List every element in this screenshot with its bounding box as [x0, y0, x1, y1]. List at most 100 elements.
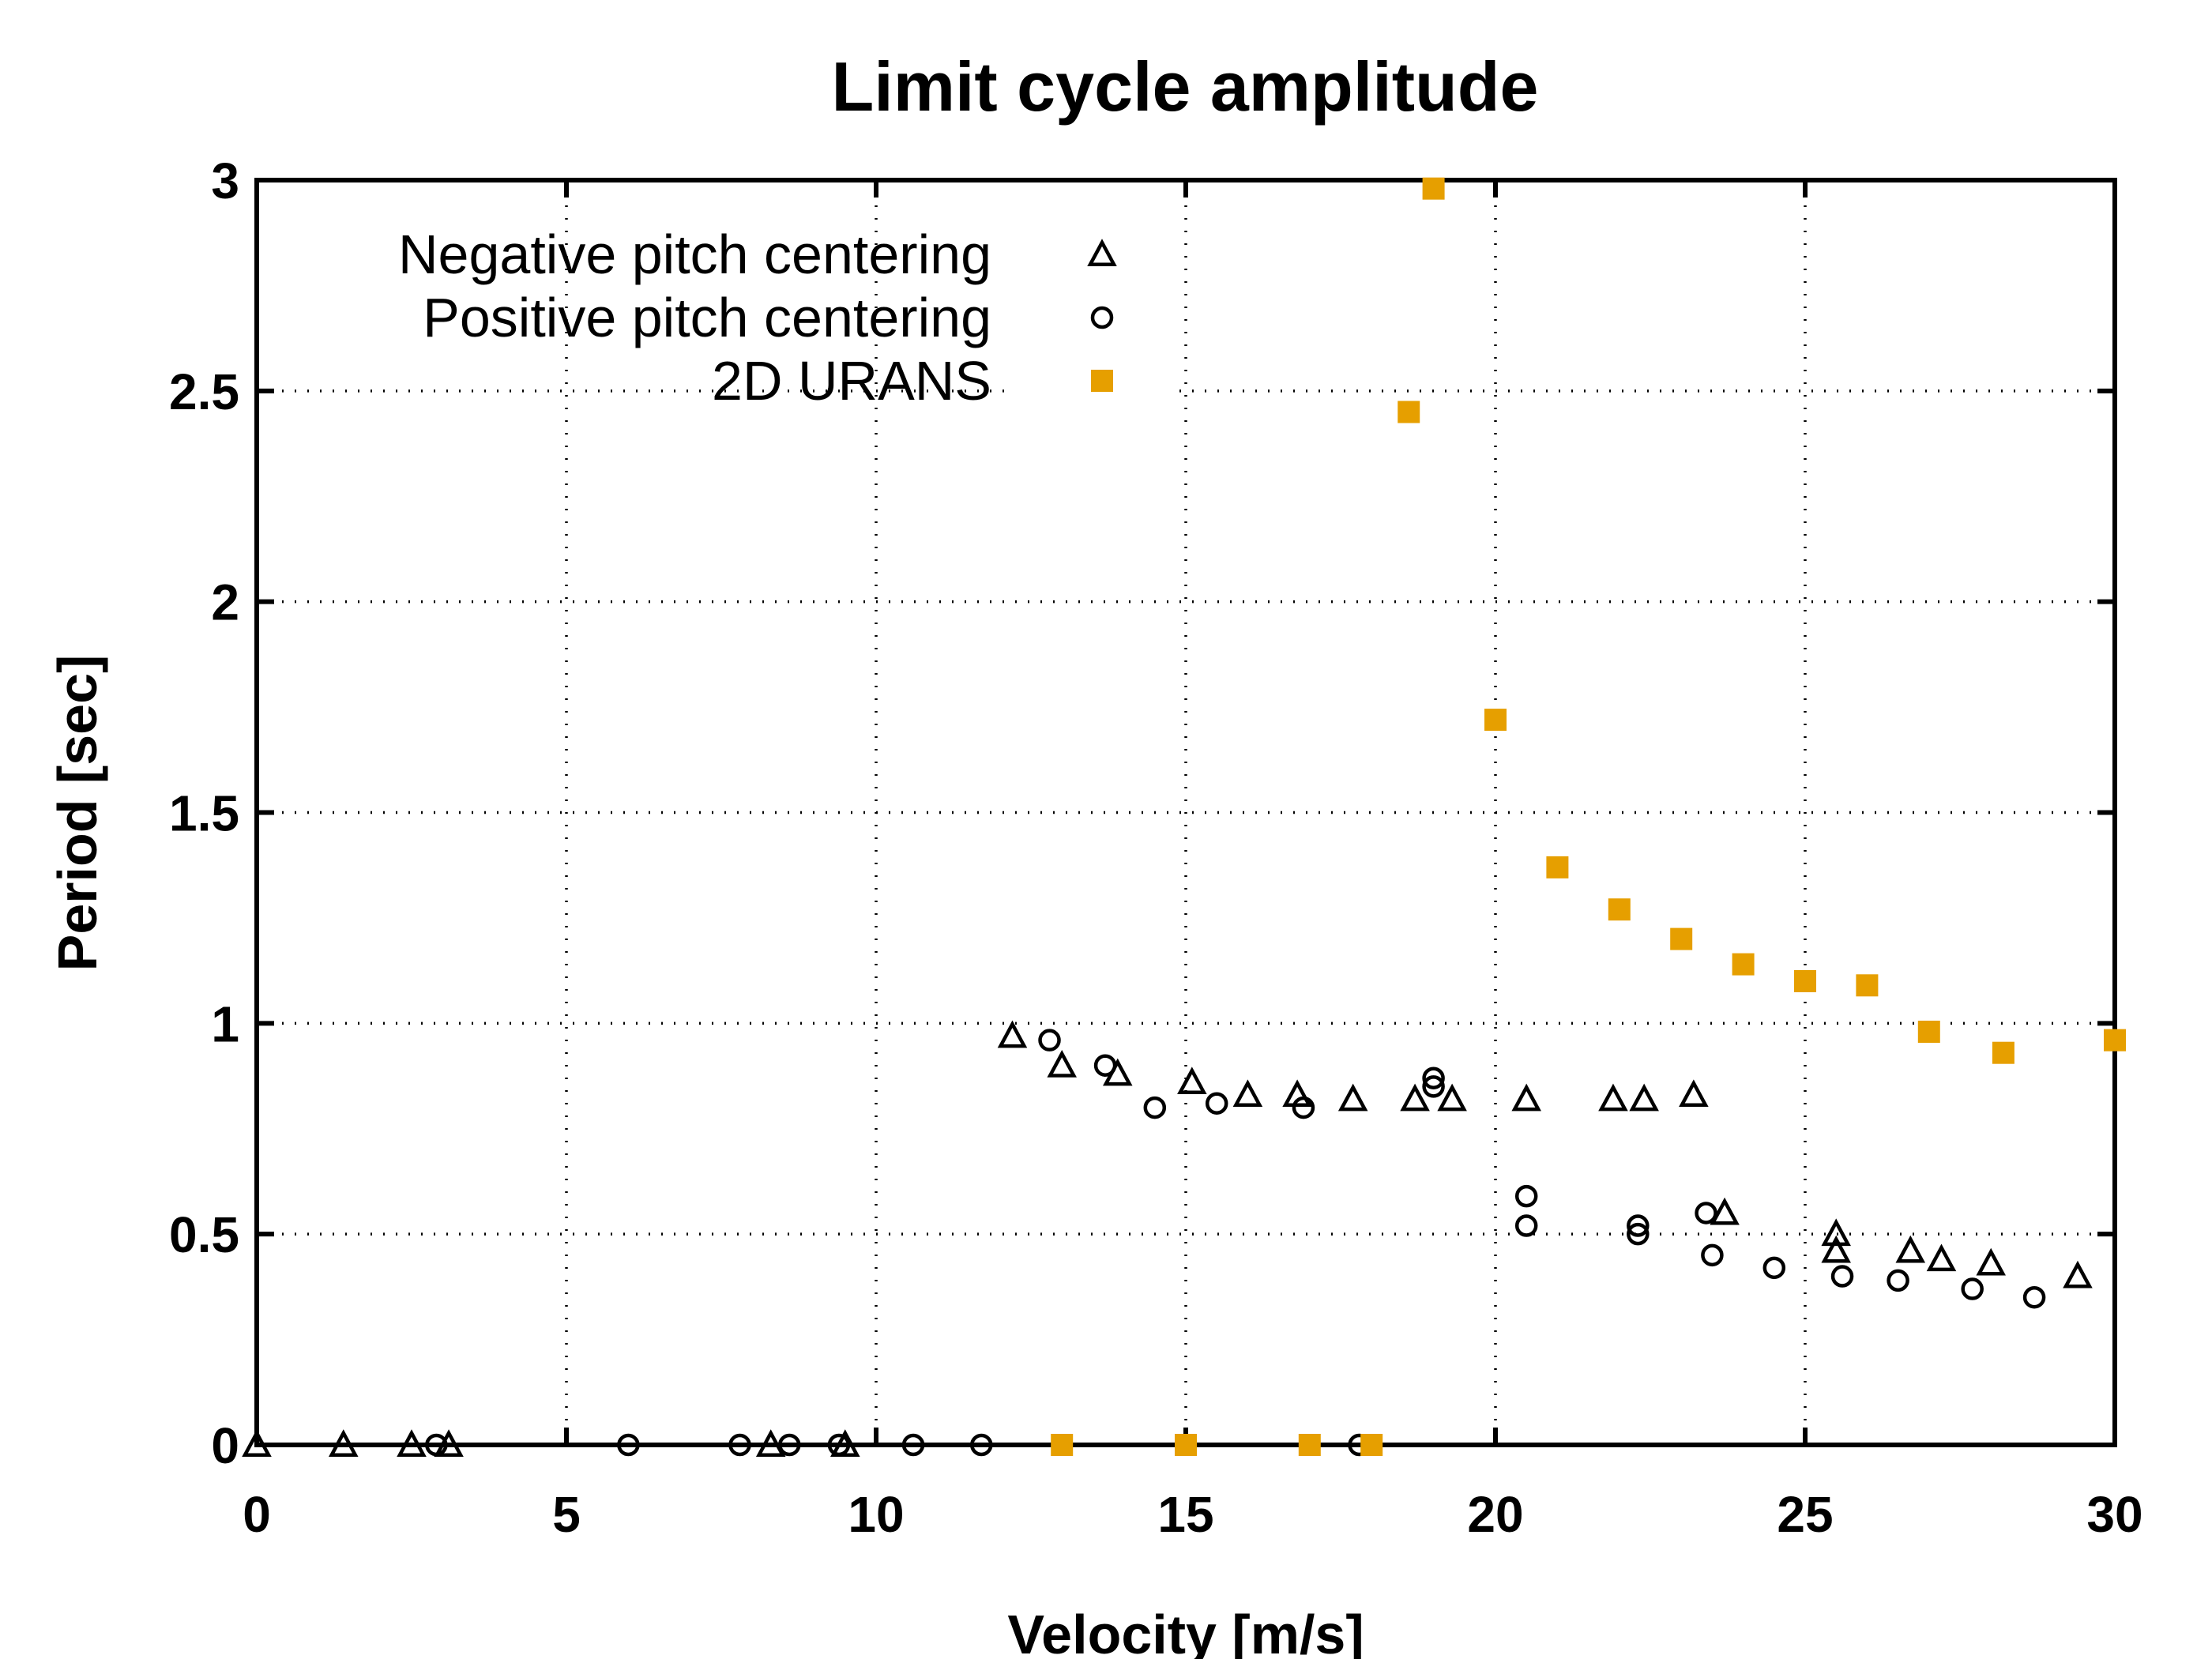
data-point: [1821, 1218, 1851, 1247]
legend-label: Positive pitch centering: [423, 287, 991, 348]
data-point: [1422, 1066, 1445, 1089]
data-point: [1695, 1202, 1717, 1224]
y-tick-label: 2.5: [169, 363, 239, 420]
data-point: [1887, 1269, 1909, 1292]
data-point: [901, 1433, 925, 1457]
data-point: [1484, 709, 1507, 732]
data-point: [1298, 1434, 1321, 1456]
data-point: [1051, 1434, 1074, 1456]
data-point: [1762, 1256, 1786, 1280]
data-point: [755, 1429, 786, 1457]
data-point: [1047, 1049, 1077, 1078]
data-point: [970, 1433, 993, 1457]
data-point: [1511, 1083, 1541, 1112]
series-3: [1051, 177, 2126, 1456]
data-point: [617, 1433, 640, 1457]
data-point: [1701, 1243, 1724, 1267]
data-point: [1400, 1083, 1430, 1112]
data-point: [728, 1433, 751, 1457]
data-point: [1422, 1075, 1445, 1098]
legend-bg: [1011, 284, 1169, 344]
data-point: [1629, 1083, 1659, 1112]
data-point: [1627, 1214, 1650, 1237]
data-point: [1292, 1096, 1315, 1119]
data-point: [1205, 1092, 1228, 1115]
y-tick-label: 3: [211, 152, 239, 209]
x-tick-label: 0: [243, 1486, 271, 1543]
data-point: [1038, 1029, 1061, 1051]
data-point: [2104, 1029, 2126, 1051]
x-axis-label: Velocity [m/s]: [1007, 1604, 1364, 1659]
series-2: [425, 1029, 2046, 1457]
y-tick-label: 0: [211, 1417, 239, 1474]
data-point: [1608, 898, 1631, 921]
data-point: [1670, 927, 1693, 950]
data-point: [1514, 1214, 1538, 1237]
legend-marker: [1087, 239, 1117, 266]
x-tick-label: 10: [848, 1486, 904, 1543]
data-point: [2022, 1285, 2046, 1309]
y-tick-label: 1: [211, 995, 239, 1052]
data-point: [1282, 1079, 1312, 1108]
data-point: [1992, 1041, 2014, 1064]
data-point: [1961, 1277, 1984, 1300]
y-tick-labels: 0 0.5 1 1.5 2 2.5 3: [169, 152, 239, 1474]
data-point: [777, 1433, 801, 1457]
legend-bg: [1011, 348, 1169, 408]
data-point: [1856, 974, 1879, 997]
data-point: [1437, 1083, 1467, 1112]
data-points: [242, 177, 2126, 1457]
data-point: [1093, 1054, 1117, 1077]
data-point: [1821, 1235, 1851, 1263]
data-point: [1177, 1066, 1207, 1095]
chart-title: Limit cycle amplitude: [832, 47, 1539, 126]
data-point: [1422, 177, 1445, 200]
grid: [257, 180, 2115, 1445]
x-tick-label: 25: [1777, 1486, 1833, 1543]
data-point: [1360, 1434, 1383, 1456]
data-point: [1175, 1434, 1197, 1456]
legend-bg: [1011, 221, 1169, 281]
data-point: [1627, 1222, 1650, 1246]
legend-label: Negative pitch centering: [398, 224, 991, 285]
data-point: [328, 1429, 359, 1457]
data-point: [2063, 1260, 2093, 1288]
legend-label: 2D URANS: [712, 350, 991, 412]
y-tick-label: 1.5: [169, 785, 239, 842]
x-tick-label: 5: [552, 1486, 581, 1543]
data-point: [1926, 1243, 1957, 1272]
x-tick-label: 15: [1157, 1486, 1213, 1543]
y-axis-label: Period [sec]: [47, 655, 108, 972]
data-point: [1679, 1079, 1709, 1108]
data-point: [1514, 1184, 1538, 1208]
data-point: [425, 1433, 448, 1457]
data-point: [1232, 1079, 1263, 1108]
x-tick-labels: 0 5 10 15 20 25 30: [243, 1486, 2142, 1543]
data-point: [1598, 1083, 1628, 1112]
data-point: [1710, 1197, 1740, 1225]
series-1: [242, 1020, 2093, 1457]
data-point: [1337, 1083, 1368, 1112]
x-tick-label: 30: [2086, 1486, 2142, 1543]
data-point: [1830, 1265, 1854, 1288]
data-point: [827, 1433, 851, 1457]
legend-marker: [1090, 306, 1114, 329]
y-tick-label: 2: [211, 574, 239, 631]
data-point: [242, 1429, 272, 1457]
data-point: [1546, 856, 1569, 878]
data-point: [1895, 1235, 1926, 1263]
legend-marker: [1091, 370, 1113, 392]
x-tick-label: 20: [1467, 1486, 1523, 1543]
data-point: [434, 1429, 464, 1457]
data-point: [1794, 969, 1816, 992]
data-point: [1143, 1096, 1167, 1119]
data-point: [1976, 1247, 2006, 1276]
y-tick-label: 0.5: [169, 1206, 239, 1263]
data-point: [830, 1429, 860, 1457]
data-point: [1398, 401, 1420, 423]
data-point: [397, 1429, 427, 1457]
data-point: [1732, 953, 1755, 976]
data-point: [1917, 1021, 1940, 1044]
